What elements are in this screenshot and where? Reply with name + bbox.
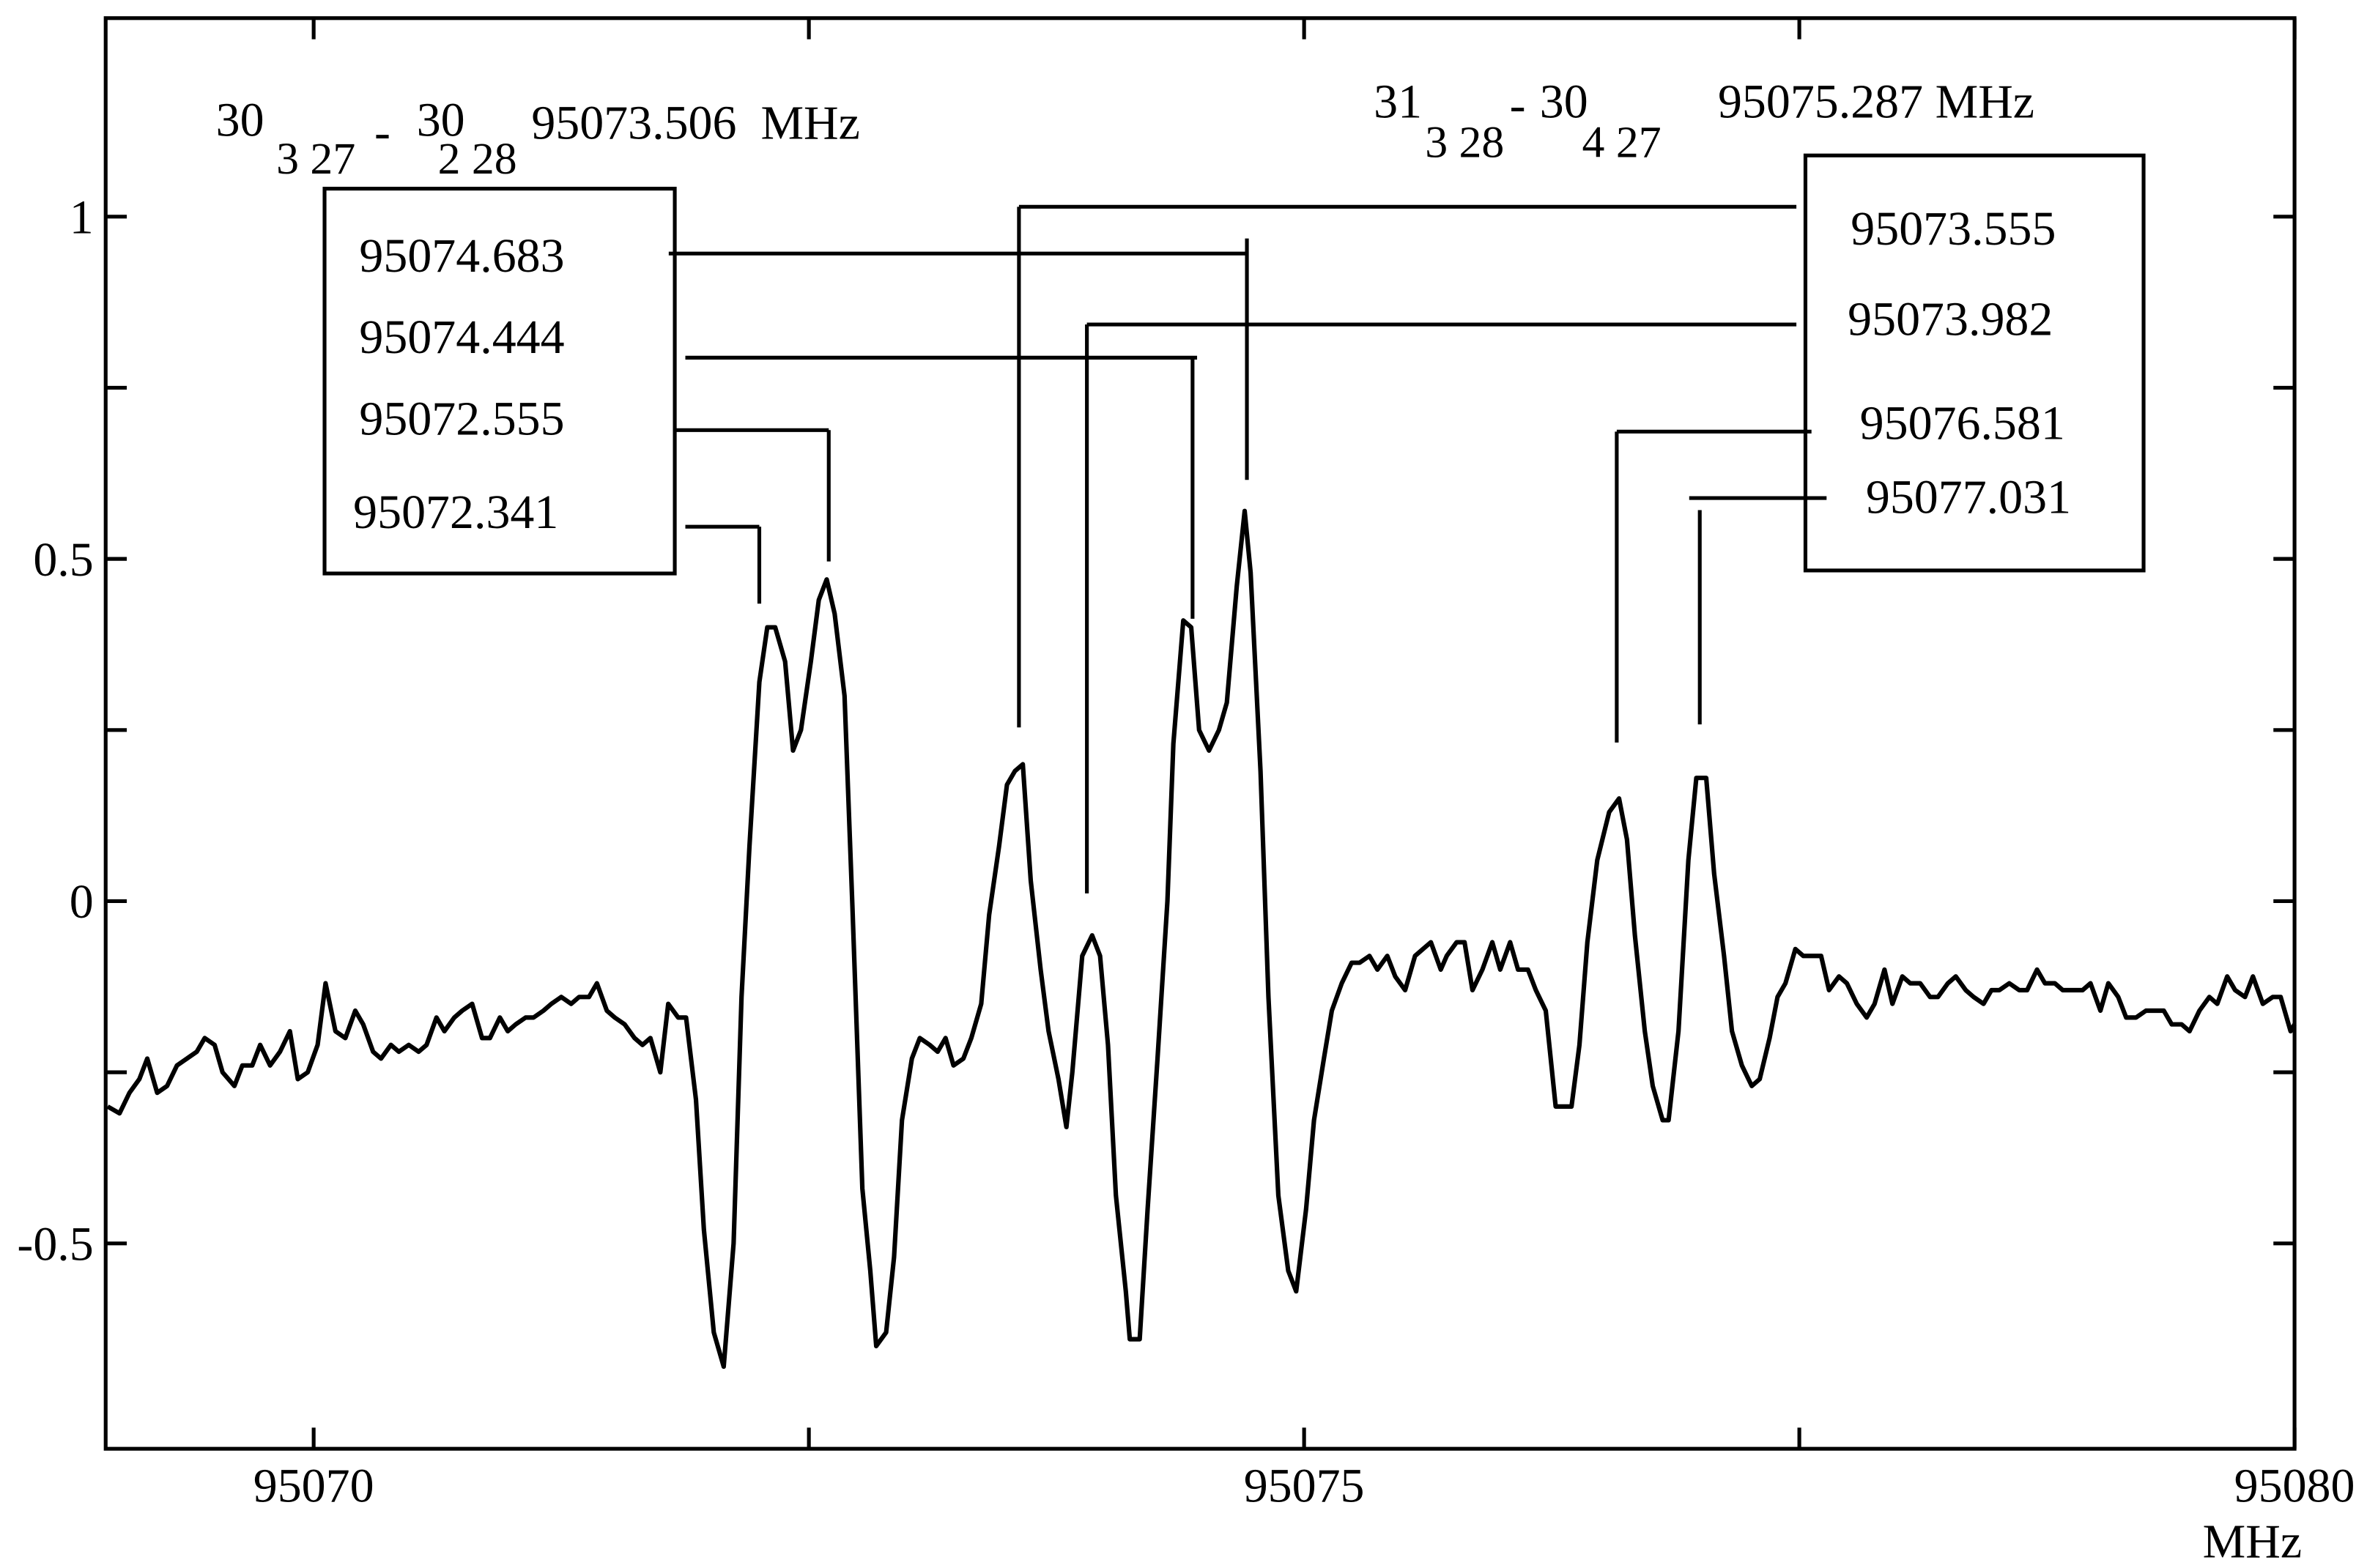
y-tick-label: -0.5 bbox=[17, 1217, 93, 1271]
transition-separator: - bbox=[374, 105, 390, 159]
component-label: 95072.341 bbox=[353, 486, 558, 539]
component-label: 95077.031 bbox=[1866, 471, 2071, 524]
transition-upper: 30 bbox=[216, 93, 264, 146]
transition-frequency: 95075.287 MHz bbox=[1718, 75, 2034, 129]
transition-lower-sub: 4 27 bbox=[1582, 117, 1661, 167]
transition-lower-sub: 2 28 bbox=[438, 134, 517, 184]
transition-upper: 31 bbox=[1374, 75, 1422, 129]
spectrum-line bbox=[106, 508, 2297, 1370]
transition-lower: 30 bbox=[1540, 75, 1588, 129]
x-tick-label: 95070 bbox=[253, 1459, 374, 1512]
component-label: 95074.683 bbox=[359, 229, 564, 283]
component-label: 95073.555 bbox=[1851, 202, 2056, 256]
component-label: 95073.982 bbox=[1848, 292, 2053, 346]
transition-frequency: 95073.506 MHz bbox=[531, 97, 860, 150]
component-label: 95072.555 bbox=[359, 392, 564, 445]
y-tick-label: 0.5 bbox=[33, 533, 93, 587]
transition-lower: 30 bbox=[417, 93, 465, 146]
transition-upper-sub: 3 27 bbox=[276, 134, 355, 184]
label-box bbox=[1803, 153, 2146, 573]
x-axis-label: MHz bbox=[2203, 1515, 2302, 1568]
component-label: 95074.444 bbox=[359, 311, 564, 364]
y-tick-label: 1 bbox=[70, 190, 94, 244]
y-tick-label: 0 bbox=[70, 875, 94, 929]
annotation-left: 30 3 27 - 30 2 28 95073.506 MHz 95074.68… bbox=[216, 93, 1249, 619]
x-tick-label: 95080 bbox=[2234, 1459, 2355, 1512]
component-label: 95076.581 bbox=[1860, 397, 2065, 450]
plot-frame bbox=[103, 16, 2297, 1451]
transition-upper-sub: 3 28 bbox=[1425, 117, 1504, 167]
x-tick-label: 95075 bbox=[1244, 1459, 1365, 1512]
transition-separator: - bbox=[1510, 78, 1526, 132]
label-box bbox=[322, 187, 677, 576]
annotation-right: 31 3 28 - 30 4 27 95075.287 MHz 95073.55… bbox=[1017, 75, 2146, 893]
